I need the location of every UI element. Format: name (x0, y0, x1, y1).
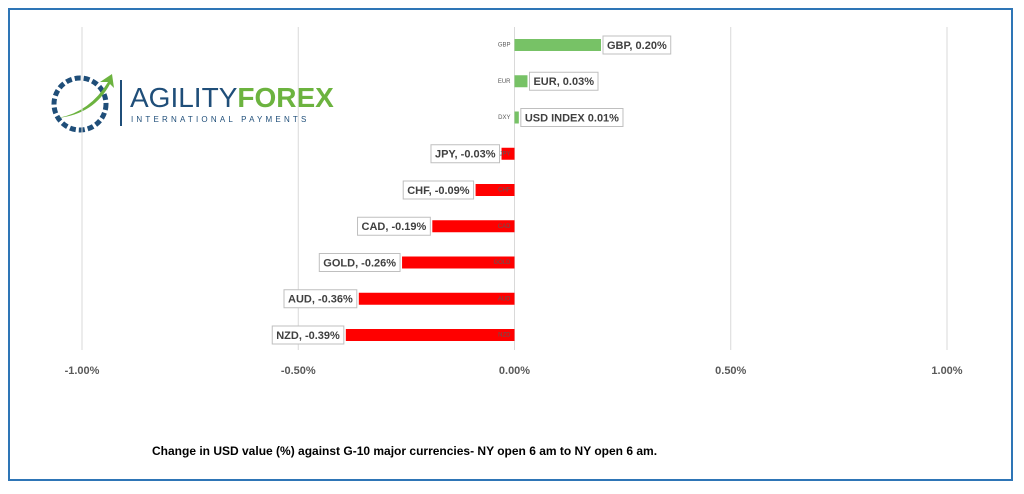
logo-name-a: AGILITY (130, 82, 238, 113)
x-tick-label: 0.00% (499, 365, 530, 377)
value-label: GBP, 0.20% (607, 40, 667, 52)
category-label: JPY (499, 151, 510, 157)
x-tick-label: 1.00% (931, 365, 962, 377)
category-label: EUR (498, 79, 511, 85)
category-label: GBP (498, 43, 511, 49)
value-label: EUR, 0.03% (533, 76, 594, 88)
logo-globe (51, 75, 109, 133)
bar (501, 147, 515, 160)
value-label-box (318, 253, 401, 272)
value-label-box (528, 71, 599, 91)
bar (514, 111, 519, 124)
value-label-box (602, 35, 672, 55)
logo: AGILITYFOREX INTERNATIONAL PAYMENTS (51, 74, 334, 133)
category-label: CHF (498, 188, 511, 194)
category-label: NZD (498, 333, 511, 339)
bar (475, 184, 515, 196)
value-label: JPY, -0.03% (435, 149, 496, 161)
value-label-box (430, 144, 501, 164)
category-label: CAD (498, 224, 511, 230)
logo-arrow (58, 74, 114, 118)
bar (402, 256, 515, 269)
bar (514, 75, 528, 88)
bar (432, 220, 515, 233)
bar (345, 329, 515, 341)
bar (514, 39, 601, 51)
x-tick-label: -0.50% (281, 365, 316, 377)
value-label-box (520, 108, 624, 127)
category-label: AUD (498, 296, 511, 302)
value-label: GOLD, -0.26% (323, 257, 396, 269)
bar (358, 292, 515, 305)
value-label: USD INDEX 0.01% (525, 112, 619, 124)
logo-name-b: FOREX (237, 82, 334, 113)
value-label-box (402, 180, 475, 200)
value-label: CAD, -0.19% (362, 221, 427, 233)
logo-name: AGILITYFOREX (130, 82, 334, 113)
x-tick-label: -1.00% (65, 365, 100, 377)
value-label: CHF, -0.09% (407, 185, 470, 197)
category-label: GOLD (493, 260, 511, 266)
value-label: NZD, -0.39% (276, 330, 340, 342)
value-label: AUD, -0.36% (288, 294, 353, 306)
value-label-box (283, 289, 358, 309)
logo-tagline: INTERNATIONAL PAYMENTS (131, 115, 310, 124)
x-tick-label: 0.50% (715, 365, 746, 377)
caption: Change in USD value (%) against G-10 maj… (152, 444, 657, 458)
frame (8, 8, 1013, 481)
value-label-box (357, 216, 431, 236)
value-label-box (271, 325, 345, 345)
category-label: DXY (498, 115, 510, 121)
